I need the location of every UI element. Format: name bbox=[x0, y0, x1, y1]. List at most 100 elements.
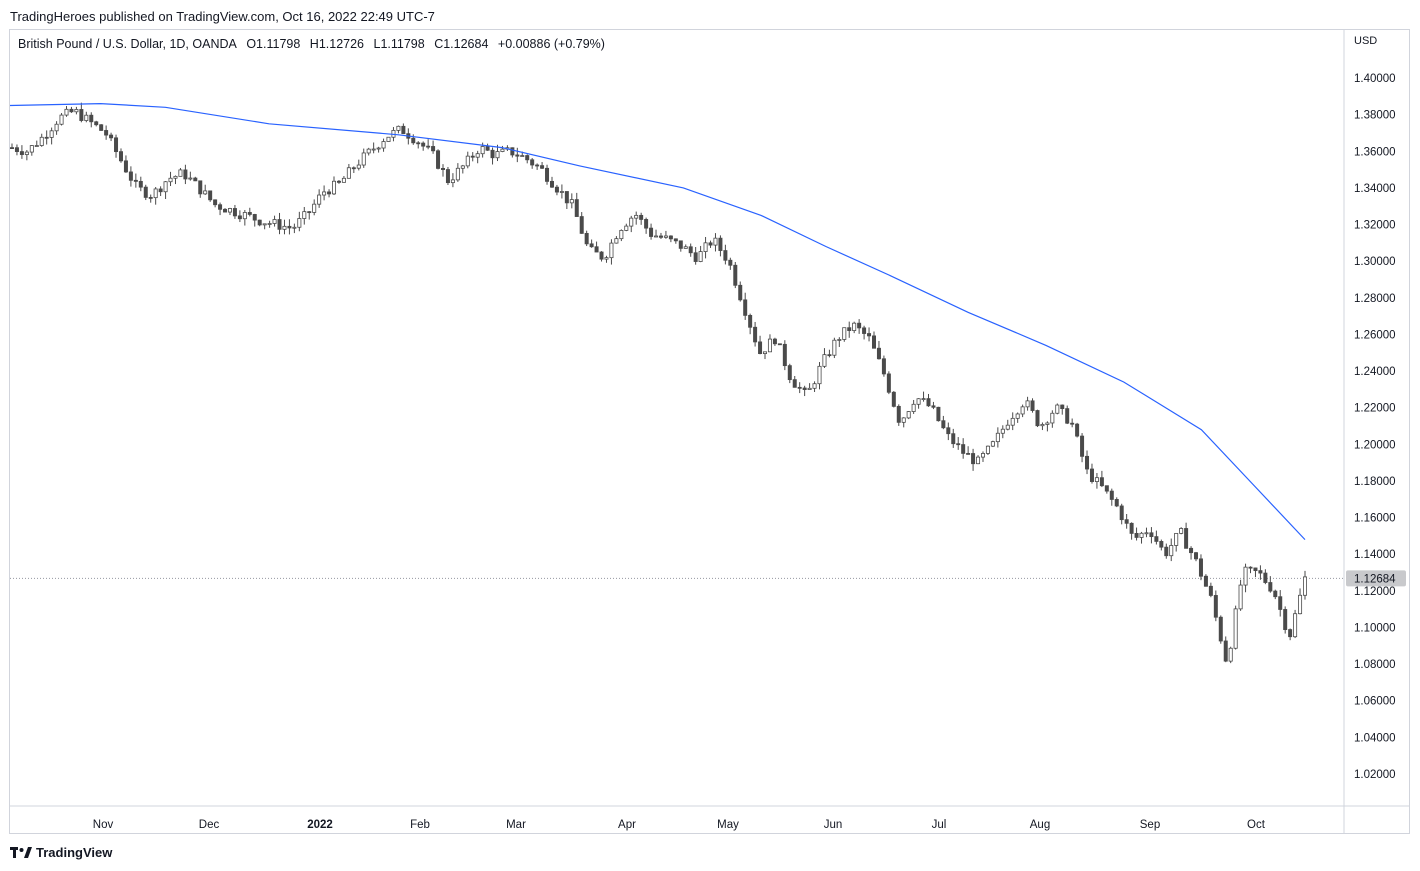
candle-body bbox=[1213, 595, 1218, 618]
candle-body bbox=[748, 314, 753, 328]
candle-body bbox=[257, 219, 262, 226]
y-tick-label-7: 1.26000 bbox=[1354, 329, 1396, 341]
candle-body bbox=[663, 235, 668, 238]
y-tick-label-18: 1.04000 bbox=[1354, 732, 1396, 744]
candle-body bbox=[386, 136, 391, 142]
chart-frame bbox=[9, 29, 1410, 834]
candle-body bbox=[272, 219, 277, 224]
candle-body bbox=[1243, 566, 1248, 586]
candle-body bbox=[14, 147, 19, 152]
candle-body bbox=[213, 199, 218, 206]
candle-body bbox=[361, 152, 366, 166]
candle-body bbox=[540, 165, 545, 169]
ohlc-close: C1.12684 bbox=[434, 37, 489, 51]
candle-body bbox=[564, 191, 569, 204]
candle-body bbox=[1198, 558, 1203, 577]
candle-body bbox=[1025, 400, 1030, 408]
candle-body bbox=[416, 142, 421, 145]
candle-body bbox=[867, 333, 872, 337]
candle-body bbox=[654, 235, 659, 238]
candle-body bbox=[946, 427, 951, 435]
candle-body bbox=[832, 339, 837, 356]
tradingview-logo[interactable]: TradingView bbox=[10, 845, 112, 860]
candle-body bbox=[148, 197, 153, 199]
candle-body bbox=[1288, 629, 1293, 638]
candle-body bbox=[995, 432, 1000, 443]
candle-body bbox=[515, 154, 520, 157]
candle-body bbox=[1139, 532, 1144, 538]
candle-body bbox=[173, 175, 178, 179]
candle-body bbox=[614, 238, 619, 244]
y-tick-label-2: 1.36000 bbox=[1354, 146, 1396, 158]
candle-body bbox=[1040, 424, 1045, 427]
candle-body bbox=[554, 186, 559, 193]
candle-body bbox=[49, 130, 54, 138]
candle-body bbox=[574, 199, 579, 217]
candle-body bbox=[322, 191, 327, 196]
candle-body bbox=[421, 142, 426, 147]
candle-body bbox=[223, 208, 228, 213]
candle-body bbox=[168, 177, 173, 183]
candle-body bbox=[916, 398, 921, 405]
candle-body bbox=[1203, 575, 1208, 587]
candle-body bbox=[971, 453, 976, 465]
moving-average-line bbox=[9, 102, 1306, 541]
candle-body bbox=[1169, 545, 1174, 557]
candle-body bbox=[936, 406, 941, 422]
publisher-line: TradingHeroes published on TradingView.c… bbox=[10, 9, 435, 24]
candle-body bbox=[906, 411, 911, 419]
y-tick-label-17: 1.06000 bbox=[1354, 696, 1396, 708]
candle-body bbox=[1273, 590, 1278, 598]
candle-body bbox=[604, 257, 609, 260]
candle-body bbox=[104, 130, 109, 136]
price-change: +0.00886 (+0.79%) bbox=[497, 37, 605, 51]
candle-body bbox=[1303, 576, 1308, 596]
candle-body bbox=[584, 232, 589, 245]
y-tick-label-14: 1.12000 bbox=[1354, 586, 1396, 598]
candle-body bbox=[787, 365, 792, 381]
candle-body bbox=[262, 223, 267, 226]
candle-body bbox=[807, 387, 812, 390]
candle-body bbox=[1283, 609, 1288, 630]
candle-body bbox=[956, 443, 961, 446]
candle-body bbox=[455, 167, 460, 181]
candle-body bbox=[520, 155, 525, 157]
x-tick-label-6: May bbox=[717, 819, 739, 831]
candle-body bbox=[356, 164, 361, 169]
y-tick-label-12: 1.16000 bbox=[1354, 513, 1396, 525]
candle-body bbox=[203, 190, 208, 195]
candle-body bbox=[163, 181, 168, 193]
candle-body bbox=[193, 177, 198, 182]
candle-body bbox=[876, 347, 881, 360]
ohlc-high: H1.12726 bbox=[309, 37, 365, 51]
candle-body bbox=[1248, 566, 1253, 569]
y-tick-label-0: 1.40000 bbox=[1354, 73, 1396, 85]
candle-body bbox=[822, 354, 827, 367]
candle-body bbox=[891, 391, 896, 407]
candle-body bbox=[535, 164, 540, 167]
candle-body bbox=[376, 147, 381, 150]
candle-body bbox=[926, 398, 931, 407]
candle-body bbox=[703, 242, 708, 252]
candle-body bbox=[351, 167, 356, 170]
candle-body bbox=[559, 191, 564, 193]
candle-body bbox=[500, 148, 505, 152]
candle-body bbox=[1149, 532, 1154, 538]
candle-body bbox=[609, 242, 614, 259]
candle-body bbox=[1000, 428, 1005, 434]
candle-body bbox=[792, 379, 797, 388]
candle-body bbox=[1070, 422, 1075, 425]
candle-body bbox=[881, 358, 886, 375]
candle-body bbox=[713, 237, 718, 246]
candle-body bbox=[980, 453, 985, 458]
candle-body bbox=[634, 214, 639, 219]
candle-body bbox=[1035, 410, 1040, 427]
candle-body bbox=[985, 445, 990, 454]
candle-body bbox=[74, 109, 79, 113]
symbol-legend: British Pound / U.S. Dollar, 1D, OANDA O… bbox=[18, 37, 611, 51]
candle-body bbox=[381, 141, 386, 149]
candle-body bbox=[19, 151, 24, 155]
ohlc-open: O1.11798 bbox=[246, 37, 301, 51]
candle-body bbox=[763, 351, 768, 354]
